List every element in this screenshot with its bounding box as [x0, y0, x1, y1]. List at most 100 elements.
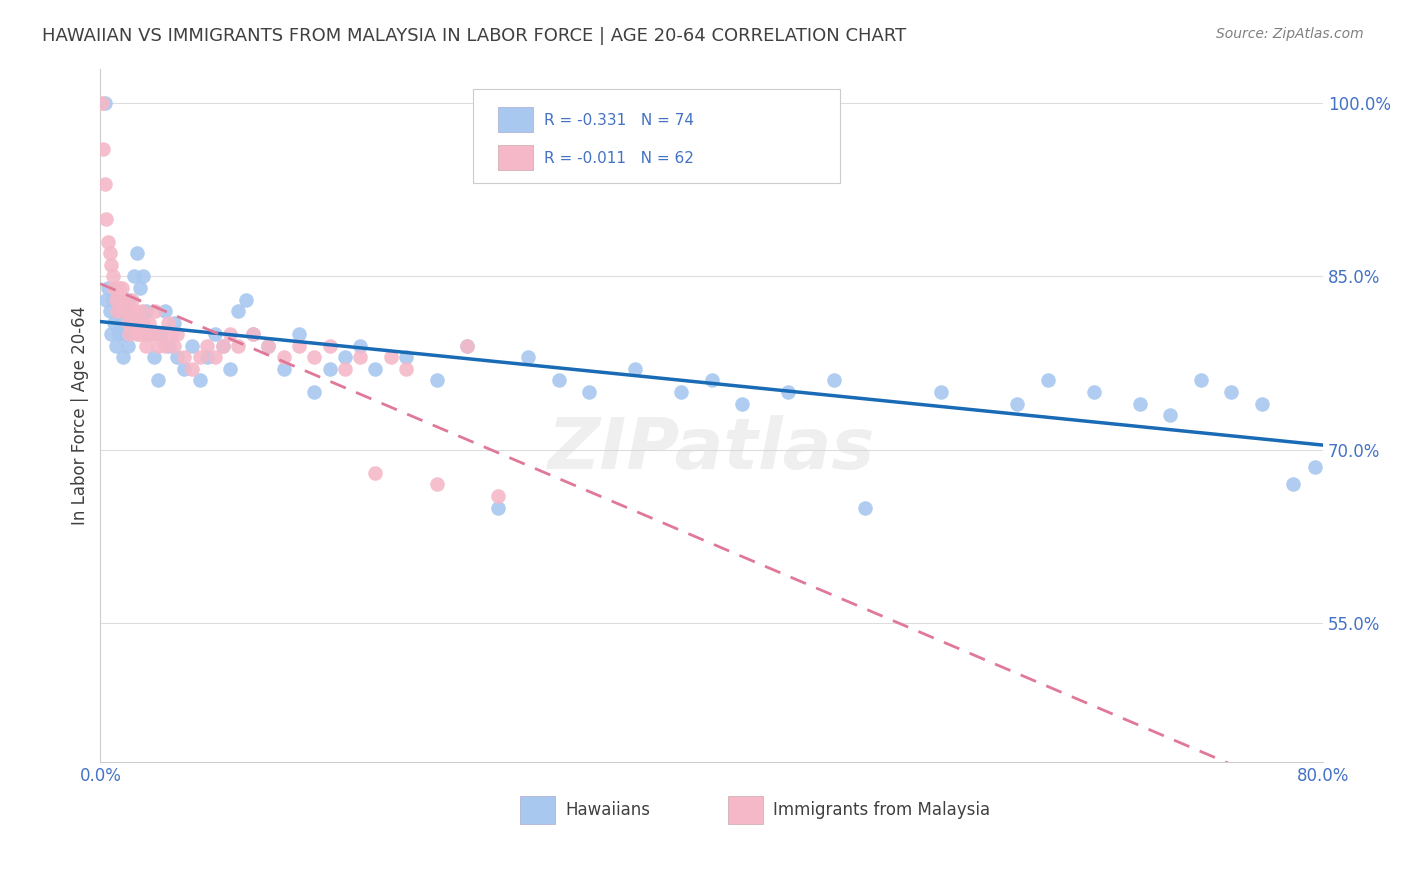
- Point: [456, 339, 478, 353]
- Point: [1305, 460, 1327, 475]
- Point: [166, 327, 188, 342]
- FancyBboxPatch shape: [728, 797, 763, 824]
- Point: [148, 339, 170, 353]
- Point: [219, 362, 242, 376]
- Point: [1083, 384, 1105, 399]
- Point: [134, 327, 156, 342]
- Point: [380, 351, 402, 365]
- Point: [135, 339, 157, 353]
- Text: Source: ZipAtlas.com: Source: ZipAtlas.com: [1216, 27, 1364, 41]
- Point: [163, 316, 186, 330]
- Point: [517, 351, 540, 365]
- Point: [242, 327, 264, 342]
- Point: [211, 339, 233, 353]
- Y-axis label: In Labor Force | Age 20-64: In Labor Force | Age 20-64: [72, 306, 89, 524]
- Point: [204, 351, 226, 365]
- Point: [98, 304, 121, 318]
- Point: [120, 316, 142, 330]
- Point: [100, 258, 122, 272]
- Point: [115, 304, 138, 318]
- Point: [1251, 396, 1274, 410]
- Point: [150, 327, 173, 342]
- Point: [97, 235, 120, 249]
- Point: [115, 327, 138, 342]
- Point: [304, 384, 326, 399]
- Point: [188, 373, 211, 387]
- Point: [94, 177, 117, 191]
- Point: [93, 142, 115, 156]
- Point: [107, 327, 129, 342]
- Point: [349, 339, 371, 353]
- Point: [122, 269, 145, 284]
- Point: [96, 293, 118, 307]
- Point: [110, 293, 132, 307]
- Point: [195, 339, 218, 353]
- Point: [318, 339, 340, 353]
- Point: [112, 351, 135, 365]
- FancyBboxPatch shape: [520, 797, 555, 824]
- Point: [173, 351, 195, 365]
- Text: Immigrants from Malaysia: Immigrants from Malaysia: [773, 801, 990, 819]
- Point: [486, 489, 509, 503]
- Point: [141, 327, 163, 342]
- Point: [120, 304, 142, 318]
- Point: [132, 269, 155, 284]
- Point: [124, 304, 146, 318]
- Point: [1129, 396, 1152, 410]
- Point: [128, 316, 150, 330]
- Point: [111, 281, 134, 295]
- Point: [219, 327, 242, 342]
- Point: [121, 293, 143, 307]
- Point: [1159, 408, 1181, 422]
- Point: [153, 339, 176, 353]
- Point: [181, 339, 204, 353]
- Point: [395, 362, 418, 376]
- Point: [426, 477, 449, 491]
- Point: [486, 500, 509, 515]
- Point: [94, 96, 117, 111]
- Point: [105, 304, 128, 318]
- Point: [853, 500, 876, 515]
- Point: [101, 269, 124, 284]
- Point: [132, 316, 155, 330]
- Point: [117, 339, 139, 353]
- Point: [823, 373, 845, 387]
- Point: [700, 373, 723, 387]
- Point: [157, 339, 180, 353]
- Point: [111, 327, 134, 342]
- Point: [163, 339, 186, 353]
- Point: [112, 304, 135, 318]
- Point: [90, 96, 112, 111]
- Point: [318, 362, 340, 376]
- FancyBboxPatch shape: [498, 107, 533, 133]
- Point: [929, 384, 952, 399]
- Point: [107, 281, 129, 295]
- FancyBboxPatch shape: [498, 145, 533, 170]
- Point: [100, 327, 122, 342]
- Point: [153, 304, 176, 318]
- Point: [778, 384, 800, 399]
- Point: [104, 339, 127, 353]
- Point: [624, 362, 647, 376]
- Point: [226, 339, 249, 353]
- Text: Hawaiians: Hawaiians: [565, 801, 650, 819]
- Point: [188, 351, 211, 365]
- Point: [159, 327, 181, 342]
- Text: R = -0.011   N = 62: R = -0.011 N = 62: [544, 151, 695, 166]
- Point: [96, 211, 118, 226]
- Point: [548, 373, 571, 387]
- Point: [98, 246, 121, 260]
- Point: [131, 304, 153, 318]
- Point: [125, 246, 148, 260]
- Point: [364, 466, 387, 480]
- Point: [118, 327, 141, 342]
- Point: [395, 351, 418, 365]
- Point: [578, 384, 600, 399]
- Point: [142, 351, 165, 365]
- Point: [333, 362, 356, 376]
- Point: [103, 316, 125, 330]
- Point: [148, 373, 170, 387]
- Text: R = -0.331   N = 74: R = -0.331 N = 74: [544, 113, 695, 128]
- Point: [117, 316, 139, 330]
- Point: [110, 316, 132, 330]
